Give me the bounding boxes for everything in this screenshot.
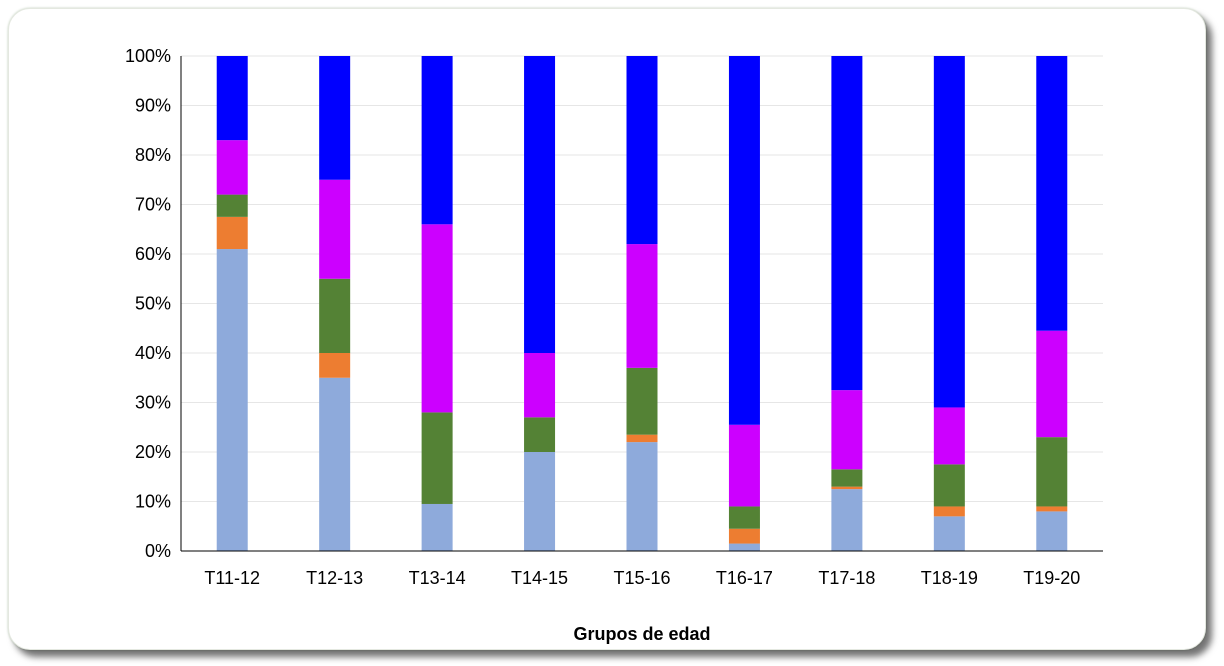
bar-segment-t15-16-s3 xyxy=(626,367,658,435)
bar-segment-t16-17-s5 xyxy=(728,56,760,425)
bar-segment-t15-16-s2 xyxy=(626,434,658,443)
x-tick-label: T14-15 xyxy=(511,568,568,588)
bar-segment-t16-17-s4 xyxy=(728,424,760,507)
y-tick-label: 90% xyxy=(135,96,171,116)
y-tick-labels: 0% 10% 20% 30% 40% 50% 60% 70% 80% 90% 100% xyxy=(125,46,171,561)
bar-segment-t14-15-s4 xyxy=(524,353,556,418)
bar-segment-t11-12-s3 xyxy=(216,194,248,217)
x-axis-title: Grupos de edad xyxy=(573,624,710,644)
bar-segment-t19-20-s1 xyxy=(1036,511,1068,551)
bar-segment-t15-16-s5 xyxy=(626,56,658,245)
bar-segment-t17-18-s1 xyxy=(831,489,863,551)
bar-segment-t13-14-s5 xyxy=(421,56,453,225)
x-tick-label: T16-17 xyxy=(716,568,773,588)
bar-segment-t13-14-s4 xyxy=(421,224,453,413)
bar-segment-t16-17-s3 xyxy=(728,506,760,529)
bar-segment-t12-13-s5 xyxy=(319,56,351,180)
x-tick-label: T18-19 xyxy=(921,568,978,588)
y-tick-label: 80% xyxy=(135,145,171,165)
y-tick-label: 60% xyxy=(135,244,171,264)
y-tick-label: 30% xyxy=(135,393,171,413)
bar-segment-t17-18-s2 xyxy=(831,486,863,490)
bar-segment-t15-16-s4 xyxy=(626,244,658,368)
bar-segment-t11-12-s1 xyxy=(216,249,248,552)
x-tick-labels: T11-12 T12-13 T13-14 T14-15 T15-16 T16-17 T17-… xyxy=(204,568,1080,588)
chart-frame: 0% 10% 20% 30% 40% 50% 60% 70% 80% 90% 100% T11-12… xyxy=(8,8,1206,650)
axes xyxy=(180,56,1103,552)
bar-segment-t19-20-s2 xyxy=(1036,506,1068,512)
bar-segment-t12-13-s1 xyxy=(319,377,351,551)
bar-segment-t19-20-s3 xyxy=(1036,437,1068,507)
x-tick-label: T13-14 xyxy=(409,568,466,588)
bar-segment-t18-19-s3 xyxy=(933,464,965,507)
stacked-bar-chart: 0% 10% 20% 30% 40% 50% 60% 70% 80% 90% 100% T11-12… xyxy=(125,46,1103,644)
bar-segment-t16-17-s1 xyxy=(728,543,760,551)
bar-segment-t11-12-s4 xyxy=(216,140,248,195)
bar-segment-t18-19-s5 xyxy=(933,56,965,408)
y-tick-label: 20% xyxy=(135,442,171,462)
bar-segment-t13-14-s3 xyxy=(421,412,453,504)
bar-segment-t17-18-s4 xyxy=(831,390,863,470)
bar-segment-t14-15-s5 xyxy=(524,56,556,353)
y-tick-label: 10% xyxy=(135,492,171,512)
bar-segment-t12-13-s4 xyxy=(319,179,351,279)
y-tick-label: 100% xyxy=(125,46,171,66)
bar-segment-t17-18-s3 xyxy=(831,469,863,487)
x-tick-label: T19-20 xyxy=(1023,568,1080,588)
bar-segment-t12-13-s2 xyxy=(319,353,351,378)
y-tick-label: 50% xyxy=(135,294,171,314)
bar-segment-t14-15-s3 xyxy=(524,417,556,452)
bar-segment-t19-20-s4 xyxy=(1036,330,1068,438)
x-tick-label: T17-18 xyxy=(818,568,875,588)
bar-segment-t19-20-s5 xyxy=(1036,56,1068,331)
y-tick-label: 70% xyxy=(135,195,171,215)
bars xyxy=(216,56,1068,552)
bar-segment-t11-12-s5 xyxy=(216,56,248,141)
bar-segment-t11-12-s2 xyxy=(216,216,248,250)
bar-segment-t14-15-s1 xyxy=(524,452,556,551)
x-tick-label: T12-13 xyxy=(306,568,363,588)
x-tick-label: T11-12 xyxy=(204,568,260,588)
bar-segment-t15-16-s1 xyxy=(626,442,658,551)
bar-segment-t17-18-s5 xyxy=(831,56,863,391)
bar-segment-t13-14-s1 xyxy=(421,503,453,551)
bar-segment-t18-19-s1 xyxy=(933,516,965,551)
bar-segment-t16-17-s2 xyxy=(728,528,760,544)
y-tick-label: 0% xyxy=(145,541,171,561)
y-tick-label: 40% xyxy=(135,343,171,363)
x-tick-label: T15-16 xyxy=(613,568,670,588)
bar-segment-t18-19-s2 xyxy=(933,506,965,517)
bar-segment-t18-19-s4 xyxy=(933,407,965,465)
bar-segment-t12-13-s3 xyxy=(319,278,351,353)
